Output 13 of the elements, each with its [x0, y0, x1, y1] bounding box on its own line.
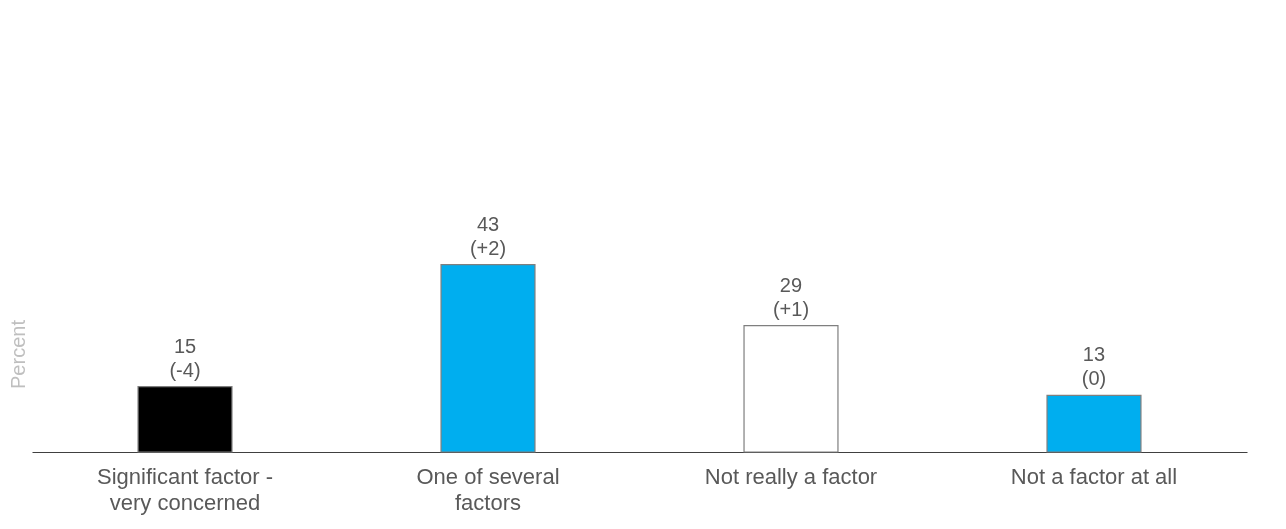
x-tick-label: Significant factor - very concerned	[96, 463, 274, 515]
bar	[743, 325, 839, 453]
y-axis-title: Percent	[6, 319, 29, 389]
bar	[1046, 394, 1142, 453]
x-tick-label: Not a factor at all	[1010, 463, 1178, 489]
x-tick-label: Not really a factor	[704, 463, 878, 489]
data-label: 43 (+2)	[469, 212, 507, 259]
data-label: 15 (-4)	[169, 334, 201, 381]
x-tick-label: One of several factors	[416, 463, 560, 515]
bar	[440, 264, 536, 453]
bar	[137, 386, 233, 453]
data-label: 13 (0)	[1081, 343, 1107, 390]
data-label: 29 (+1)	[772, 273, 810, 320]
